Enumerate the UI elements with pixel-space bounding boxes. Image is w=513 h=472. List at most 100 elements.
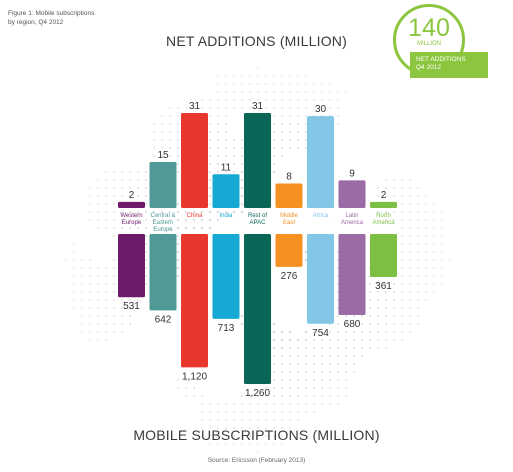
globe-dot	[280, 330, 284, 334]
globe-dot	[320, 330, 324, 334]
globe-dot	[257, 99, 259, 101]
region-label: India	[219, 213, 233, 219]
globe-dot	[281, 427, 283, 429]
globe-dot	[265, 419, 267, 421]
globe-dot	[169, 107, 171, 109]
globe-dot	[336, 386, 340, 390]
globe-dot	[105, 179, 107, 181]
globe-dot	[441, 235, 443, 237]
globe-dot	[240, 202, 244, 206]
globe-dot	[241, 75, 243, 77]
globe-dot	[280, 378, 284, 382]
globe-dot	[400, 226, 404, 230]
globe-dot	[392, 298, 396, 302]
globe-dot	[417, 251, 419, 253]
globe-dot	[400, 322, 404, 326]
globe-dot	[225, 91, 227, 93]
globe-dot	[329, 91, 331, 93]
globe-dot	[329, 403, 331, 405]
globe-dot	[337, 91, 339, 93]
globe-dot	[97, 195, 99, 197]
globe-dot	[321, 91, 323, 93]
globe-dot	[304, 130, 308, 134]
globe-dot	[409, 315, 411, 317]
globe-dot	[81, 323, 83, 325]
globe-dot	[273, 443, 275, 445]
globe-dot	[376, 186, 380, 190]
globe-dot	[320, 370, 324, 374]
globe-dot	[344, 354, 348, 358]
globe-dot	[240, 154, 244, 158]
globe-dot	[273, 419, 275, 421]
globe-dot	[408, 210, 412, 214]
globe-dot	[192, 394, 196, 398]
globe-dot	[392, 218, 396, 222]
globe-dot	[152, 210, 156, 214]
globe-dot	[113, 187, 115, 189]
globe-dot	[289, 83, 291, 85]
globe-dot	[105, 203, 107, 205]
globe-dot	[376, 194, 380, 198]
globe-dot	[384, 186, 388, 190]
globe-dot	[449, 259, 451, 261]
globe-dot	[249, 427, 251, 429]
globe-dot	[112, 266, 116, 270]
globe-dot	[312, 354, 316, 358]
globe-dot	[120, 226, 124, 230]
globe-dot	[104, 226, 108, 230]
globe-dot	[136, 178, 140, 182]
globe-dot	[296, 146, 300, 150]
globe-dot	[216, 170, 220, 174]
globe-dot	[232, 138, 236, 142]
globe-dot	[312, 346, 316, 350]
globe-dot	[409, 195, 411, 197]
globe-dot	[176, 130, 180, 134]
region-label: North	[376, 213, 391, 219]
globe-dot	[289, 427, 291, 429]
globe-dot	[216, 106, 220, 110]
globe-dot	[89, 315, 91, 317]
globe-dot	[232, 146, 236, 150]
globe-dot	[105, 171, 107, 173]
globe-dot	[289, 91, 291, 93]
globe-dot	[272, 410, 276, 414]
globe-dot	[400, 242, 404, 246]
globe-dot	[161, 115, 163, 117]
globe-dot	[296, 114, 300, 118]
globe-dot	[208, 146, 212, 150]
globe-dot	[265, 83, 267, 85]
globe-dot	[433, 235, 435, 237]
globe-dot	[224, 162, 228, 166]
globe-dot	[425, 291, 427, 293]
globe-dot	[328, 338, 332, 342]
globe-dot	[184, 226, 188, 230]
globe-dot	[232, 210, 236, 214]
globe-dot	[136, 226, 140, 230]
globe-dot	[288, 346, 292, 350]
globe-dot	[152, 226, 156, 230]
globe-dot	[81, 315, 83, 317]
globe-dot	[280, 106, 284, 110]
globe-dot	[217, 99, 219, 101]
globe-dot	[257, 83, 259, 85]
globe-dot	[280, 114, 284, 118]
region-label: America	[372, 220, 395, 226]
globe-dot	[304, 346, 308, 350]
globe-dot	[392, 290, 396, 294]
globe-dot	[280, 362, 284, 366]
globe-dot	[336, 122, 340, 126]
net-additions-bar	[370, 201, 397, 208]
globe-dot	[273, 99, 275, 101]
globe-dot	[144, 226, 148, 230]
net-additions-bar	[275, 183, 303, 208]
globe-dot	[241, 419, 243, 421]
subscriptions-label: 642	[155, 314, 172, 325]
globe-dot	[216, 130, 220, 134]
globe-dot	[97, 267, 99, 269]
globe-dot	[288, 106, 292, 110]
globe-dot	[208, 226, 212, 230]
globe-dot	[425, 195, 427, 197]
globe-dot	[104, 274, 108, 278]
globe-dot	[441, 267, 443, 269]
globe-dot	[144, 186, 148, 190]
